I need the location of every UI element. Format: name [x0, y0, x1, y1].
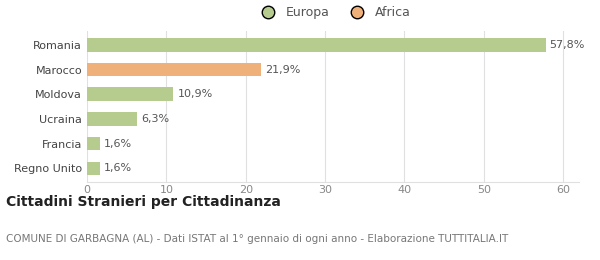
Text: 1,6%: 1,6% [104, 139, 132, 149]
Text: 57,8%: 57,8% [550, 40, 585, 50]
Text: 6,3%: 6,3% [141, 114, 169, 124]
Bar [87, 161, 100, 175]
Bar [87, 63, 261, 76]
Bar [87, 38, 545, 52]
Text: 10,9%: 10,9% [178, 89, 213, 99]
Bar [87, 87, 173, 101]
Text: 1,6%: 1,6% [104, 163, 132, 173]
Legend: Europa, Africa: Europa, Africa [253, 4, 413, 22]
Text: 21,9%: 21,9% [265, 64, 300, 75]
Bar [87, 137, 100, 151]
Bar [87, 112, 137, 126]
Text: Cittadini Stranieri per Cittadinanza: Cittadini Stranieri per Cittadinanza [6, 195, 281, 209]
Text: COMUNE DI GARBAGNA (AL) - Dati ISTAT al 1° gennaio di ogni anno - Elaborazione T: COMUNE DI GARBAGNA (AL) - Dati ISTAT al … [6, 234, 508, 244]
